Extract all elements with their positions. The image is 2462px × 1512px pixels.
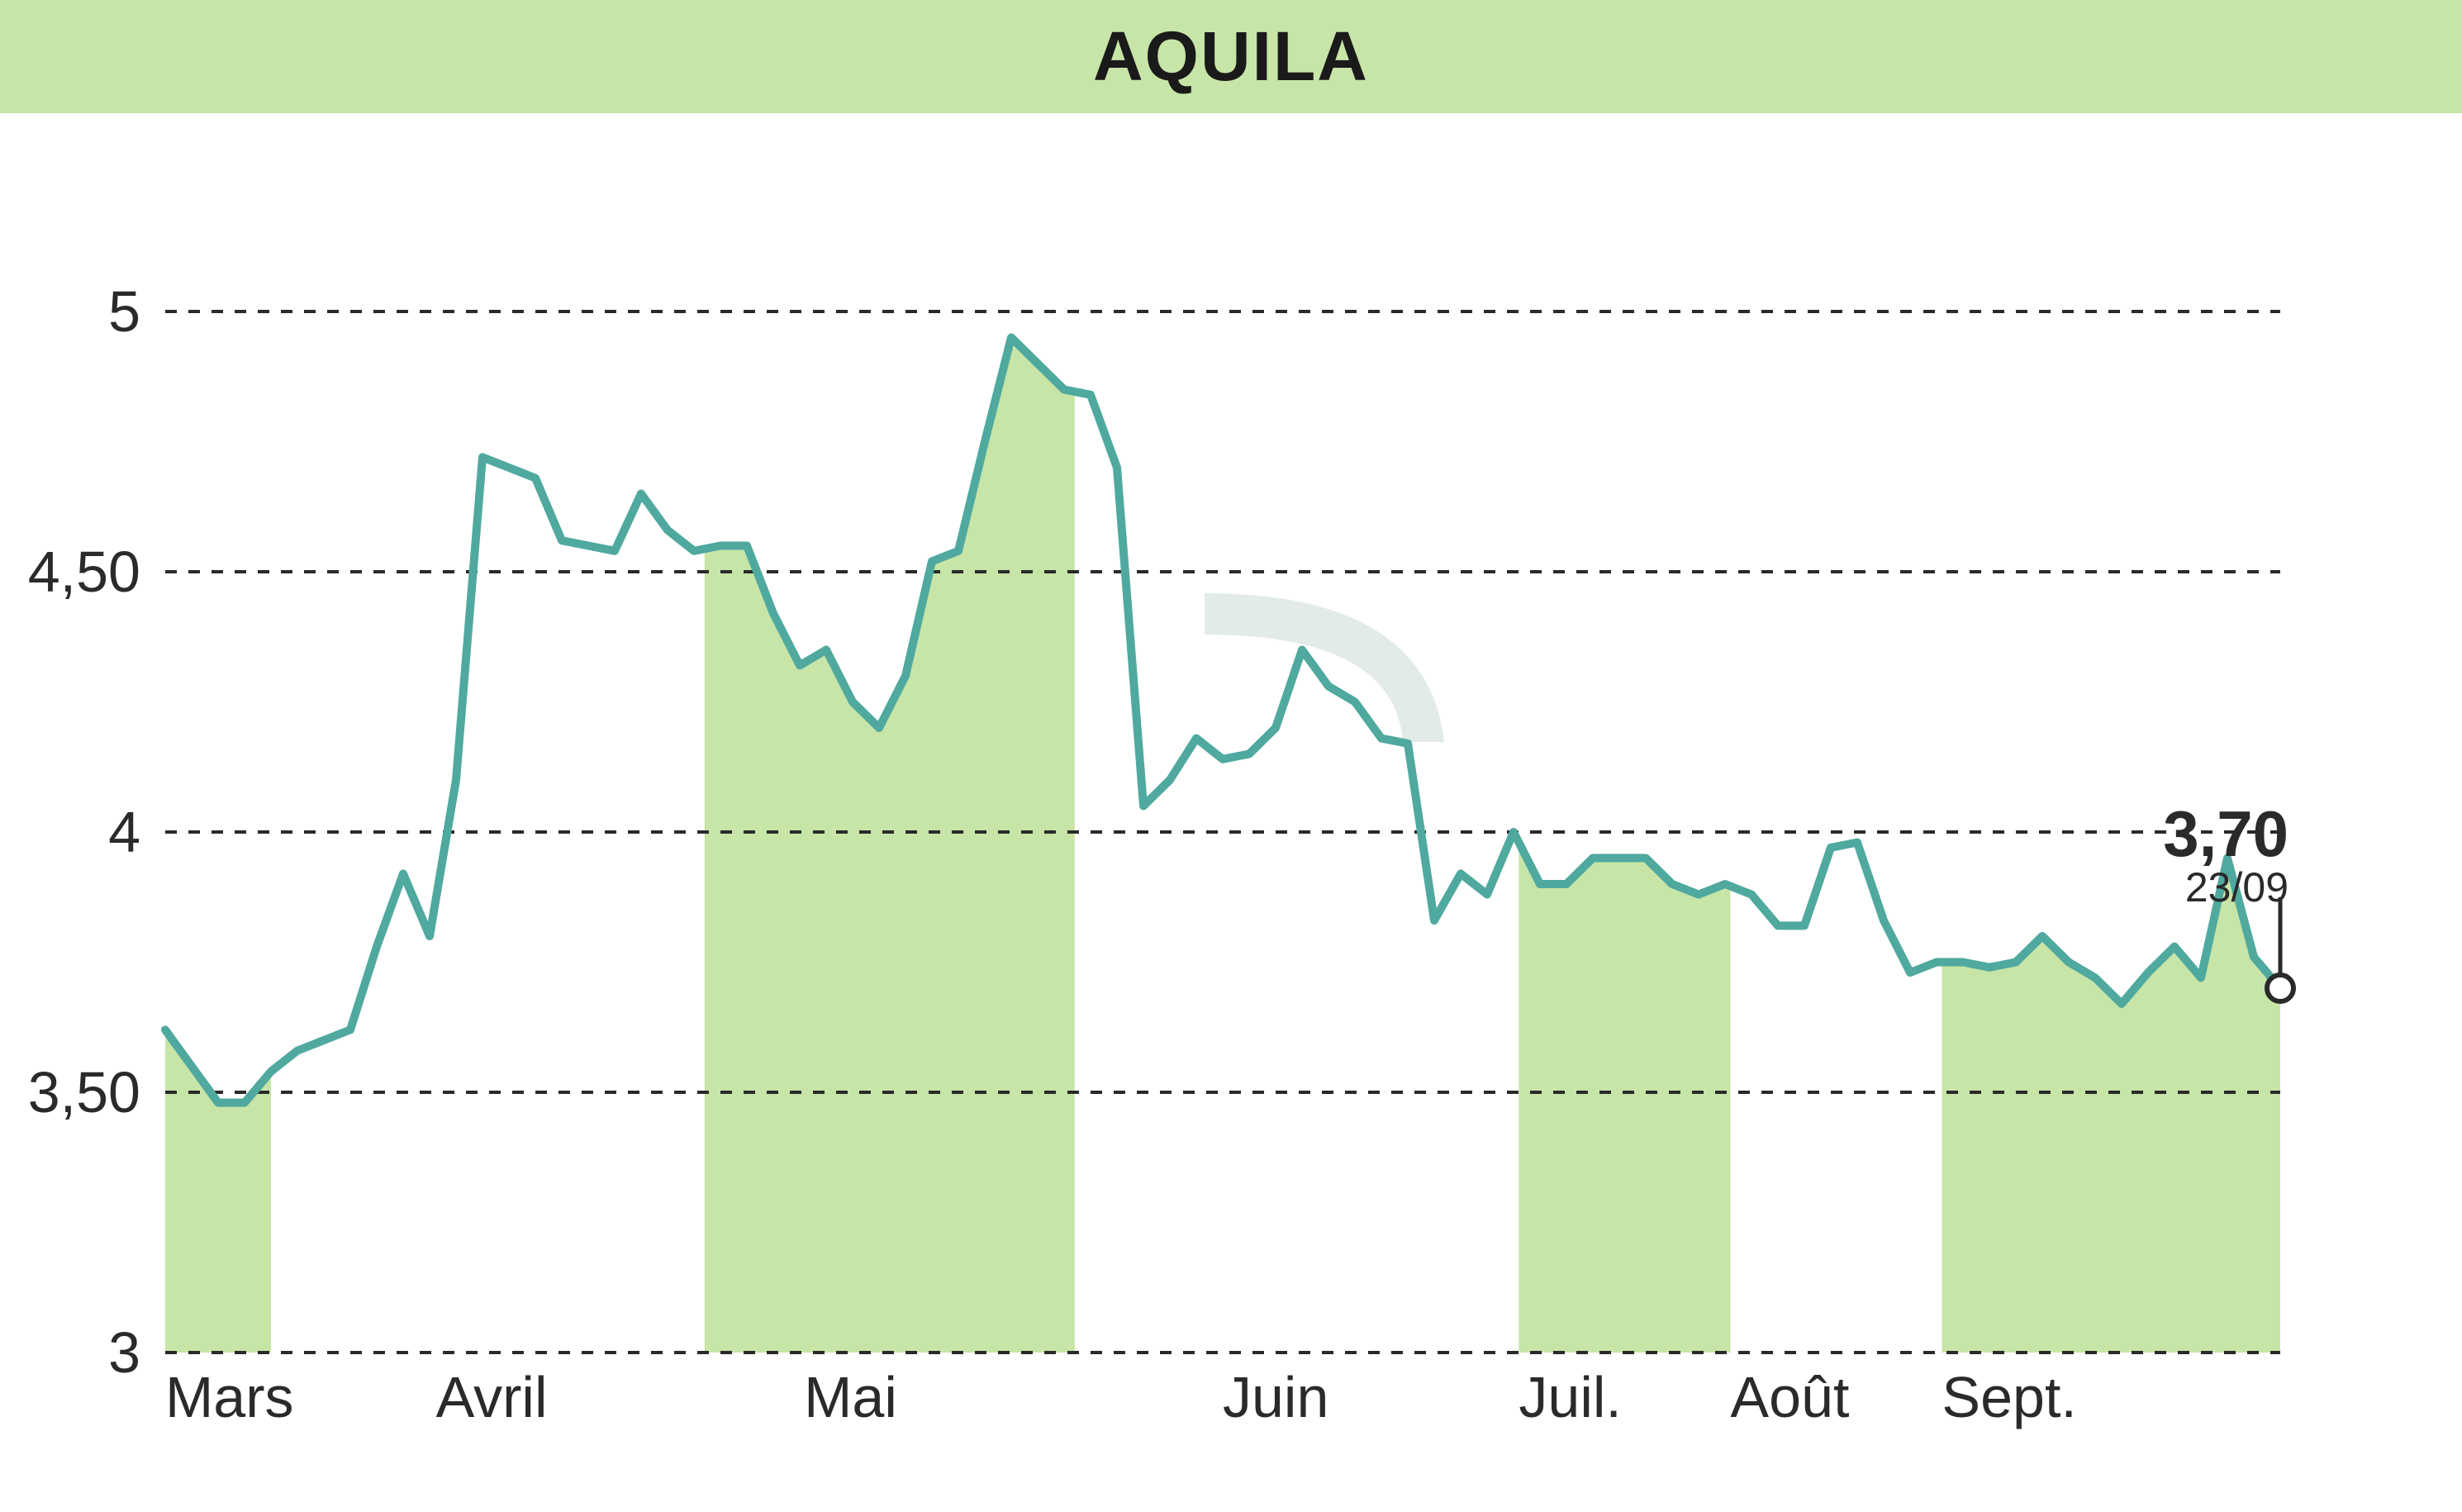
endpoint-value: 3,70 (2163, 797, 2289, 870)
endpoint-date: 23/09 (2185, 864, 2289, 911)
x-axis-label: Août (1730, 1365, 1849, 1429)
month-band-fill (165, 1029, 271, 1353)
y-axis-label: 4,50 (28, 540, 140, 604)
endpoint-marker (2267, 975, 2293, 1001)
chart-title-bar: AQUILA (0, 0, 2462, 113)
x-axis-label: Juin (1223, 1365, 1328, 1429)
y-axis-label: 5 (108, 279, 140, 344)
x-axis-label: Mars (165, 1365, 294, 1429)
x-axis-label: Avril (436, 1365, 548, 1429)
x-axis-label: Sept. (1942, 1365, 2076, 1429)
chart-container: AQUILA 33,5044,505MarsAvrilMaiJuinJuil.A… (0, 0, 2462, 1399)
month-band-fill (705, 338, 1075, 1353)
x-axis-label: Mai (804, 1365, 897, 1429)
month-band-fill (1519, 843, 1730, 1353)
y-axis-label: 3 (108, 1320, 140, 1385)
watermark-icon (1205, 593, 1444, 742)
y-axis-label: 3,50 (28, 1060, 140, 1124)
chart-svg: 3 3,50 4 4,50 5 Mars Avril Mai Juin Juil. Août Sept… (0, 113, 2462, 1512)
x-axis-label: Juil. (1519, 1365, 1621, 1429)
month-band-fill (1942, 858, 2280, 1353)
chart-title: AQUILA (1093, 17, 1369, 95)
y-axis-label: 4 (108, 800, 140, 864)
